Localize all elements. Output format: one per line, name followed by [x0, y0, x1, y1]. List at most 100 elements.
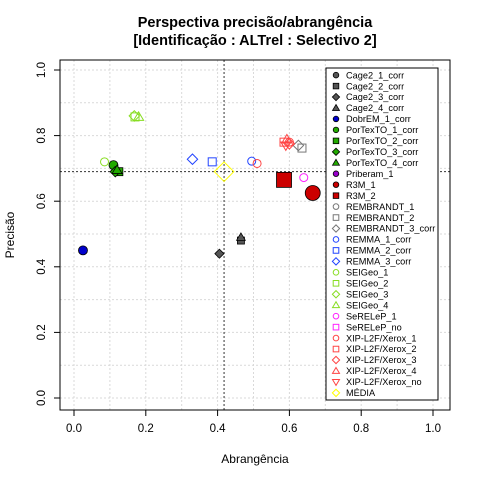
- data-point: [111, 164, 123, 174]
- legend-marker: [332, 137, 340, 145]
- x-tick-label: 0.4: [210, 423, 227, 435]
- chart-title: Perspectiva precisão/abrangência: [138, 15, 373, 31]
- legend-label: Priberam_1: [346, 169, 394, 179]
- data-point: [213, 161, 235, 183]
- legend-label: REMMA_2_corr: [346, 246, 411, 256]
- legend-label: MÉDIA: [346, 388, 376, 398]
- x-tick-label: 0.0: [66, 423, 82, 435]
- legend-marker: [332, 192, 340, 199]
- legend-label: R3M_2: [346, 191, 376, 201]
- legend-label: REMBRANDT_1: [346, 202, 414, 212]
- legend-label: SEIGeo_1: [346, 268, 388, 278]
- plot-border: [59, 59, 451, 411]
- legend-label: REMBRANDT_3_corr: [346, 224, 435, 234]
- data-point: [281, 133, 293, 144]
- data-point: [276, 171, 292, 188]
- legend-marker: [332, 280, 340, 287]
- y-axis-label: Precisão: [3, 211, 17, 258]
- legend-label: REMMA_3_corr: [346, 257, 411, 267]
- x-tick-label: 0.2: [138, 423, 154, 435]
- x-tick-label: 1.0: [425, 423, 441, 435]
- data-point: [214, 248, 225, 259]
- legend-marker: [332, 334, 340, 342]
- legend-label: SEIGeo_3: [346, 289, 388, 299]
- data-point: [186, 153, 199, 166]
- legend-marker: [331, 103, 341, 111]
- legend-marker: [331, 388, 341, 398]
- y-tick-label: 0.0: [36, 390, 48, 406]
- axes: 0.0 0.2 0.4 0.6 0.8 1.0 0.0 0.2 0.4 0.6 0.8 1.0: [36, 62, 441, 435]
- legend-marker: [331, 224, 341, 233]
- legend-label: SEIGeo_4: [346, 300, 388, 310]
- legend-marker: [331, 92, 341, 102]
- data-point: [252, 158, 262, 168]
- data-point: [297, 143, 307, 153]
- legend-marker: [331, 355, 341, 365]
- y-tick-label: 0.4: [36, 258, 48, 275]
- legend-label: SeRELeP_no: [346, 322, 402, 332]
- x-axis-label: Abrangência: [221, 452, 289, 466]
- legend-label: REMBRANDT_2: [346, 213, 414, 223]
- legend-marker: [332, 236, 340, 243]
- legend-marker: [331, 378, 341, 387]
- y-tick-label: 0.6: [36, 193, 48, 209]
- data-point: [247, 156, 257, 166]
- legend-label: SeRELeP_1: [346, 311, 397, 321]
- legend-label: R3M_1: [346, 180, 376, 190]
- y-tick-label: 0.8: [36, 128, 48, 144]
- data-point: [235, 232, 247, 241]
- legend-marker: [332, 170, 340, 177]
- data-point: [132, 110, 145, 121]
- legend-label: PorTexTO_1_corr: [346, 125, 418, 135]
- data-points: [78, 110, 321, 259]
- legend-marker: [332, 181, 340, 188]
- legend-label: SEIGeo_2: [346, 279, 388, 289]
- legend-marker: [332, 312, 340, 320]
- legend-marker: [332, 71, 340, 79]
- legend-marker: [331, 257, 341, 266]
- data-point: [304, 185, 321, 201]
- legend-label: DobrEM_1_corr: [346, 114, 411, 124]
- legend-marker: [331, 300, 341, 309]
- legend-marker: [332, 323, 340, 331]
- legend-marker: [331, 158, 341, 166]
- legend-marker: [332, 82, 340, 90]
- legend-marker: [332, 203, 340, 210]
- legend-marker: [332, 214, 340, 221]
- legend-label: PorTexTO_3_corr: [346, 147, 418, 157]
- legend-marker: [332, 115, 340, 123]
- x-tick-label: 0.6: [281, 423, 297, 435]
- legend-label: XIP-L2F/Xerox_1: [346, 333, 416, 343]
- legend-label: Cage2_2_corr: [346, 81, 404, 91]
- legend-label: Cage2_1_corr: [346, 70, 404, 80]
- legend-label: XIP-L2F/Xerox_no: [346, 377, 422, 387]
- legend-label: PorTexTO_4_corr: [346, 158, 418, 168]
- legend-marker: [331, 289, 341, 299]
- data-point: [279, 141, 292, 152]
- chart-subtitle: [Identificação : ALTrel : Selectivo 2]: [133, 33, 377, 49]
- legend-label: Cage2_4_corr: [346, 103, 404, 113]
- legend-marker: [332, 126, 340, 134]
- legend-marker: [332, 345, 340, 353]
- legend-label: XIP-L2F/Xerox_2: [346, 344, 416, 354]
- data-point: [299, 173, 309, 183]
- legend-marker: [331, 366, 341, 374]
- x-tick-label: 0.8: [353, 423, 369, 435]
- legend-label: Cage2_3_corr: [346, 92, 404, 102]
- legend: Cage2_1_corrCage2_2_corrCage2_3_corrCage…: [325, 67, 439, 401]
- legend-box: [325, 67, 439, 401]
- legend-label: XIP-L2F/Xerox_4: [346, 366, 416, 376]
- data-point: [207, 157, 217, 167]
- legend-label: REMMA_1_corr: [346, 235, 411, 245]
- legend-label: XIP-L2F/Xerox_3: [346, 355, 416, 365]
- y-tick-label: 1.0: [36, 62, 48, 78]
- legend-marker: [331, 147, 341, 157]
- legend-label: PorTexTO_2_corr: [346, 136, 418, 146]
- legend-marker: [332, 269, 340, 276]
- data-point: [78, 245, 88, 256]
- legend-marker: [332, 247, 340, 254]
- data-point: [100, 157, 110, 167]
- y-tick-label: 0.2: [36, 324, 48, 340]
